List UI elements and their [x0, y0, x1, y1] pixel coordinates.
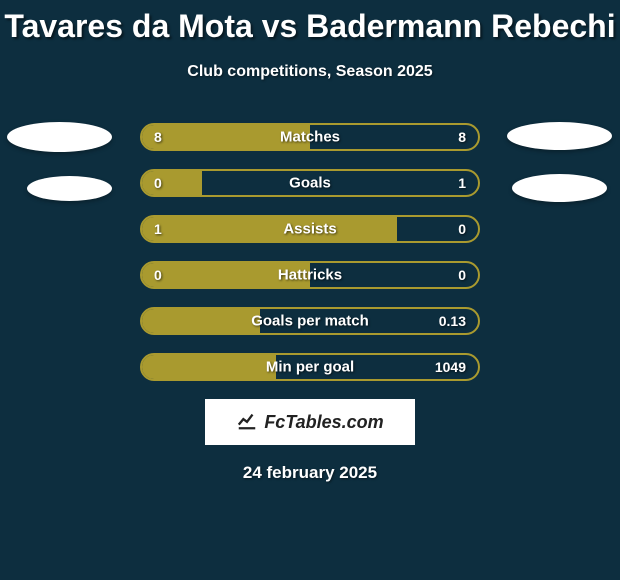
chart-icon	[236, 409, 258, 436]
stat-bar: 0 Goals 1	[140, 169, 480, 197]
stat-row: Min per goal 1049	[0, 353, 620, 381]
stat-value-right: 1	[458, 175, 466, 191]
stat-label: Goals per match	[251, 313, 369, 330]
subtitle: Club competitions, Season 2025	[0, 63, 620, 81]
stat-bar: 1 Assists 0	[140, 215, 480, 243]
stat-value-left: 8	[154, 129, 162, 145]
stat-value-right: 0	[458, 267, 466, 283]
stat-bar: 0 Hattricks 0	[140, 261, 480, 289]
stat-bar: Goals per match 0.13	[140, 307, 480, 335]
stat-value-right: 1049	[435, 359, 466, 375]
stat-bar: Min per goal 1049	[140, 353, 480, 381]
stat-bar-left	[142, 217, 397, 241]
comparison-card: Tavares da Mota vs Badermann Rebechi Clu…	[0, 0, 620, 580]
stat-row: 0 Hattricks 0	[0, 261, 620, 289]
stat-label: Min per goal	[266, 359, 354, 376]
stat-bar-left	[142, 355, 276, 379]
stat-value-left: 1	[154, 221, 162, 237]
brand-text: FcTables.com	[264, 412, 383, 433]
stat-row: Goals per match 0.13	[0, 307, 620, 335]
stat-value-right: 0.13	[439, 313, 466, 329]
stat-label: Matches	[280, 129, 340, 146]
stat-label: Assists	[283, 221, 336, 238]
stat-row: 8 Matches 8	[0, 123, 620, 151]
stat-bar-left	[142, 171, 202, 195]
stats-list: 8 Matches 8 0 Goals 1 1 Assists 0	[0, 123, 620, 381]
stat-value-left: 0	[154, 267, 162, 283]
stat-bar-left	[142, 309, 260, 333]
stat-label: Goals	[289, 175, 331, 192]
page-title: Tavares da Mota vs Badermann Rebechi	[0, 0, 620, 45]
stat-value-left: 0	[154, 175, 162, 191]
stat-value-right: 0	[458, 221, 466, 237]
footer-date: 24 february 2025	[0, 463, 620, 483]
brand-badge[interactable]: FcTables.com	[205, 399, 415, 445]
stat-label: Hattricks	[278, 267, 342, 284]
stat-value-right: 8	[458, 129, 466, 145]
stat-row: 1 Assists 0	[0, 215, 620, 243]
stat-row: 0 Goals 1	[0, 169, 620, 197]
stat-bar: 8 Matches 8	[140, 123, 480, 151]
